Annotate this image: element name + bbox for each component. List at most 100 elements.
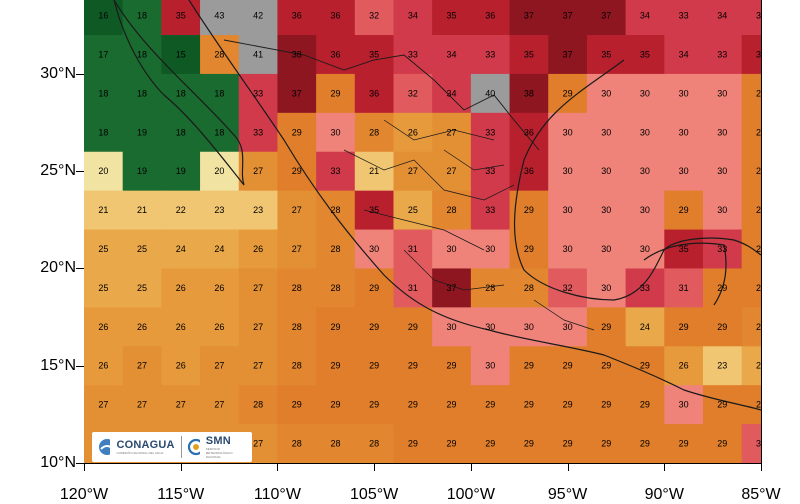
temperature-cell — [238, 385, 279, 425]
longitude-tick-label: 90°W — [644, 486, 684, 503]
temperature-value-label: 29 — [369, 400, 379, 410]
temperature-value-label: 29 — [601, 439, 611, 449]
temperature-value-label: 30 — [447, 322, 457, 332]
logo-separator — [180, 436, 182, 458]
temperature-cell — [548, 268, 588, 308]
temperature-value-label: 33 — [485, 205, 495, 215]
temperature-cell — [316, 0, 356, 36]
temperature-value-label: 31 — [408, 244, 418, 254]
temperature-cell — [548, 112, 588, 153]
temperature-cell — [625, 424, 665, 463]
temperature-value-label: 25 — [137, 283, 147, 293]
temperature-value-label: 30 — [563, 244, 573, 254]
temperature-value-label: 29 — [601, 322, 611, 332]
temperature-cell — [84, 385, 124, 425]
temperature-cell — [702, 346, 743, 386]
temperature-value-label: 29 — [524, 439, 534, 449]
temperature-cell — [702, 73, 743, 114]
temperature-cell — [84, 229, 124, 270]
temperature-cell — [509, 0, 549, 36]
temperature-value-label: 31 — [408, 283, 418, 293]
temperature-value-label: 29 — [447, 400, 457, 410]
temperature-cell — [122, 190, 162, 231]
temperature-cell — [161, 112, 201, 153]
temperature-cell — [432, 268, 472, 308]
temperature-value-label: 18 — [176, 127, 186, 137]
temperature-value-label: 29 — [717, 322, 727, 332]
temperature-value-label: 29 — [563, 439, 573, 449]
temperature-cell — [277, 346, 317, 386]
temperature-cell — [316, 346, 356, 386]
temperature-value-label: 31 — [756, 439, 761, 449]
temperature-value-label: 35 — [447, 11, 457, 21]
temperature-cell — [238, 190, 279, 231]
temperature-cell — [200, 190, 240, 231]
temperature-cell — [122, 385, 162, 425]
temperature-cell — [586, 35, 627, 75]
temperature-cell — [84, 112, 124, 153]
temperature-value-label: 34 — [640, 11, 650, 21]
agency-logos: CONAGUA COMISIÓN NACIONAL DEL AGUA SMN S… — [92, 432, 252, 462]
temperature-cell — [316, 190, 356, 231]
temperature-value-label: 33 — [253, 88, 263, 98]
longitude-tick-label: 85°W — [741, 486, 781, 503]
temperature-cell — [586, 229, 627, 270]
temperature-value-label: 28 — [485, 283, 495, 293]
temperature-cell — [432, 424, 472, 463]
temperature-value-label: 27 — [137, 400, 147, 410]
temperature-value-label: 27 — [253, 166, 263, 176]
temperature-value-label: 25 — [98, 283, 108, 293]
temperature-value-label: 29 — [679, 322, 689, 332]
temperature-cell — [393, 151, 433, 192]
longitude-tick-mark — [180, 463, 182, 471]
temperature-value-label: 25 — [408, 205, 418, 215]
temperature-value-label: 28 — [292, 322, 302, 332]
temperature-value-label: 28 — [292, 283, 302, 293]
temperature-value-label: 29 — [756, 400, 761, 410]
temperature-value-label: 29 — [756, 88, 761, 98]
temperature-cell — [509, 229, 549, 270]
temperature-cell — [548, 190, 588, 231]
temperature-value-label: 34 — [447, 49, 457, 59]
temperature-value-label: 18 — [98, 127, 108, 137]
temperature-value-label: 24 — [640, 322, 650, 332]
temperature-value-label: 28 — [330, 205, 340, 215]
smn-logo-text: SMN — [205, 435, 231, 447]
temperature-cell — [354, 307, 395, 347]
temperature-value-label: 29 — [408, 361, 418, 371]
temperature-value-label: 33 — [485, 49, 495, 59]
temperature-value-label: 27 — [447, 127, 457, 137]
temperature-cell — [586, 385, 627, 425]
temperature-value-label: 35 — [176, 11, 186, 21]
temperature-value-label: 28 — [292, 439, 302, 449]
temperature-value-label: 29 — [447, 439, 457, 449]
longitude-tick-mark — [84, 463, 85, 471]
temperature-cell — [548, 424, 588, 463]
temperature-cell — [122, 229, 162, 270]
temperature-cell — [741, 151, 761, 192]
temperature-cell — [664, 190, 704, 231]
temperature-cell — [741, 268, 761, 308]
temperature-cell — [200, 307, 240, 347]
temperature-cell — [470, 424, 511, 463]
latitude-tick-mark — [76, 463, 84, 464]
temperature-value-label: 18 — [137, 88, 147, 98]
temperature-value-label: 30 — [679, 400, 689, 410]
temperature-cell — [277, 73, 317, 114]
longitude-tick-label: 120°W — [59, 486, 109, 503]
temperature-value-label: 35 — [524, 49, 534, 59]
temperature-value-label: 33 — [679, 11, 689, 21]
temperature-value-label: 28 — [447, 205, 457, 215]
longitude-tick-label: 110°W — [253, 486, 301, 503]
temperature-value-label: 37 — [563, 49, 573, 59]
temperature-cell — [122, 268, 162, 308]
temperature-value-label: 27 — [176, 400, 186, 410]
temperature-value-label: 19 — [137, 166, 147, 176]
temperature-value-label: 29 — [640, 400, 650, 410]
temperature-cell — [702, 35, 743, 75]
temperature-cell — [470, 35, 511, 75]
temperature-cell — [316, 307, 356, 347]
temperature-value-label: 34 — [447, 88, 457, 98]
temperature-value-label: 43 — [214, 11, 224, 21]
temperature-value-label: 33 — [408, 49, 418, 59]
